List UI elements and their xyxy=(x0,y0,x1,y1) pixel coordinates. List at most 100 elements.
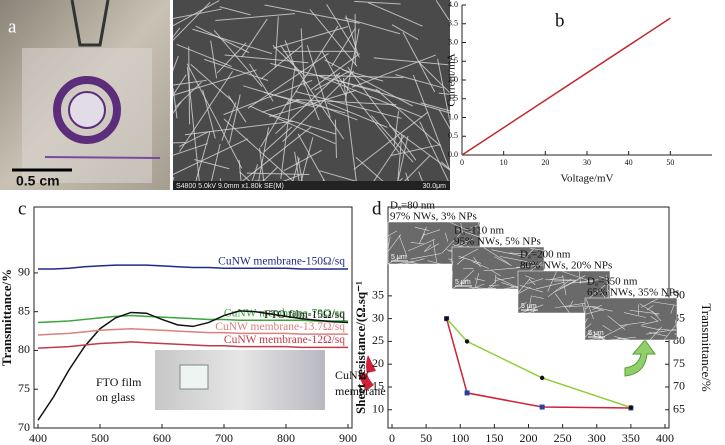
nanowire xyxy=(516,264,544,268)
nanowire xyxy=(391,144,441,157)
inset-label: membrane xyxy=(335,384,386,398)
nanowire xyxy=(584,323,592,330)
nanowire xyxy=(595,306,613,312)
nanowire xyxy=(263,91,346,114)
nanowire xyxy=(259,147,265,181)
nanowire xyxy=(272,45,306,77)
nanowire xyxy=(347,66,417,161)
nanowire xyxy=(658,328,678,332)
nanowire xyxy=(188,46,191,125)
nanowire xyxy=(437,58,450,125)
nanowire xyxy=(300,137,314,181)
inset-title: Dₐ=80 nm xyxy=(390,200,435,212)
nanowire xyxy=(438,92,450,95)
inset-title: Dₐ=350 nm xyxy=(587,276,638,288)
nanowire xyxy=(224,54,309,64)
nanowire xyxy=(460,269,475,284)
y-tick-label: 90 xyxy=(18,265,30,279)
nanowire xyxy=(314,71,349,91)
y-axis-label: Current/mA xyxy=(446,53,458,106)
arrow xyxy=(358,355,376,391)
x-tick-label: 250 xyxy=(554,431,572,445)
nanowire xyxy=(530,248,545,251)
nanowire xyxy=(569,278,602,284)
y-tick-label: 35 xyxy=(372,288,384,302)
nanowire xyxy=(629,310,660,315)
nanowire xyxy=(423,243,440,253)
series-label: CuNW membrane-150Ω/sq xyxy=(218,256,345,268)
nanowire xyxy=(300,28,305,87)
logo xyxy=(53,76,121,144)
nanowire xyxy=(404,155,431,181)
nanowire xyxy=(606,275,609,298)
inset-image xyxy=(584,297,678,341)
x-axis-label: Voltage/mV xyxy=(561,173,614,185)
nanowire xyxy=(319,170,357,181)
inset-scale: 5 μm xyxy=(391,254,407,261)
nanowire xyxy=(241,18,268,58)
y-tick-label: 3.0 xyxy=(448,37,458,46)
y2-axis-label: Transmittance/% xyxy=(699,303,714,392)
nanowire xyxy=(528,295,532,312)
nanowire xyxy=(387,234,402,252)
x-tick-label: 150 xyxy=(485,431,503,445)
nanowire xyxy=(173,143,208,156)
nanowire xyxy=(373,134,405,181)
y-tick-label: 4.0 xyxy=(448,0,458,9)
series-line xyxy=(37,310,349,421)
nanowire xyxy=(588,336,603,341)
nanowire xyxy=(490,269,501,277)
series-line xyxy=(445,318,631,409)
nanowire xyxy=(526,278,544,285)
nanowire xyxy=(397,134,403,181)
nanowire xyxy=(254,180,272,181)
x-tick-label: 0 xyxy=(389,431,395,445)
nanowires xyxy=(173,0,450,181)
inset-title: Dₐ=200 nm xyxy=(520,249,571,261)
nanowire xyxy=(649,326,663,341)
nanowire xyxy=(204,58,269,81)
y-tick-label: 0.5 xyxy=(448,131,458,140)
nanowire xyxy=(246,172,310,175)
y-tick-label: 1.0 xyxy=(448,112,458,121)
nanowire xyxy=(441,233,461,254)
nanowire xyxy=(397,135,409,181)
series-line xyxy=(37,341,348,349)
nanowire xyxy=(532,295,544,299)
nanowire xyxy=(387,236,391,249)
nanowire xyxy=(553,280,578,282)
x-tick-label: 300 xyxy=(588,431,606,445)
nanowire xyxy=(586,299,594,320)
nanowire xyxy=(249,63,274,102)
series-label: CuNW membrane-70Ω/sq xyxy=(224,308,345,320)
nanowire xyxy=(432,239,437,263)
nanowire xyxy=(410,253,441,260)
nanowire xyxy=(651,310,662,322)
inset-composition: 97% NWs, 3% NPs xyxy=(390,211,477,223)
nanowire xyxy=(282,174,301,181)
x-tick-label: 10 xyxy=(500,158,508,167)
nanowire xyxy=(602,324,612,332)
sem-image xyxy=(173,0,450,190)
inset-scale: 5 μm xyxy=(521,303,537,310)
plot-frame xyxy=(33,206,353,429)
nanowire xyxy=(646,329,676,335)
nanowire xyxy=(469,287,497,290)
nanowire xyxy=(326,102,388,128)
nanowire xyxy=(341,69,384,82)
nanowire xyxy=(306,45,331,118)
nanowire xyxy=(418,61,450,94)
series-label: FTO film-15Ω/sq xyxy=(264,309,345,321)
nanowire xyxy=(221,102,237,141)
series-line xyxy=(446,318,632,409)
y-tick-label: 2.5 xyxy=(448,56,458,65)
nanowire xyxy=(355,157,384,181)
series-line xyxy=(37,327,348,336)
nanowire xyxy=(421,233,425,240)
nanowire xyxy=(562,275,567,296)
x-tick-label: 350 xyxy=(622,431,640,445)
panel-label: a xyxy=(8,16,17,37)
nanowire xyxy=(280,44,345,140)
x-tick-label: 30 xyxy=(583,158,591,167)
